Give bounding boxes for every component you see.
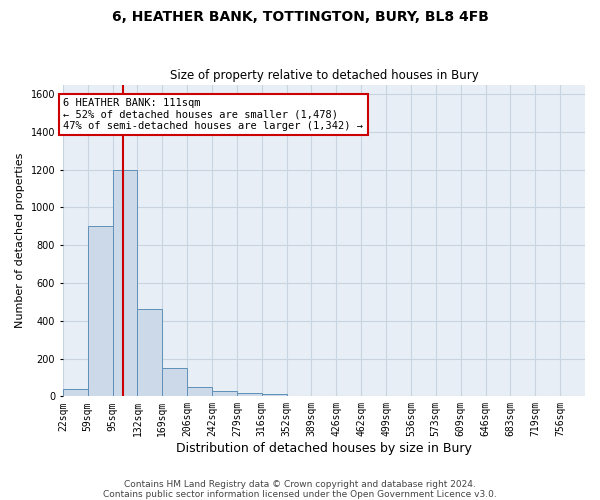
Bar [187, 387, 212, 396]
Bar [212, 390, 237, 396]
Bar [162, 368, 187, 396]
Y-axis label: Number of detached properties: Number of detached properties [15, 153, 25, 328]
Bar [262, 394, 287, 396]
Text: 6, HEATHER BANK, TOTTINGTON, BURY, BL8 4FB: 6, HEATHER BANK, TOTTINGTON, BURY, BL8 4… [112, 10, 488, 24]
X-axis label: Distribution of detached houses by size in Bury: Distribution of detached houses by size … [176, 442, 472, 455]
Bar [63, 389, 88, 396]
Bar [137, 310, 162, 396]
Title: Size of property relative to detached houses in Bury: Size of property relative to detached ho… [170, 69, 478, 82]
Text: Contains public sector information licensed under the Open Government Licence v3: Contains public sector information licen… [103, 490, 497, 499]
Bar [237, 394, 262, 396]
Text: 6 HEATHER BANK: 111sqm
← 52% of detached houses are smaller (1,478)
47% of semi-: 6 HEATHER BANK: 111sqm ← 52% of detached… [64, 98, 364, 131]
Text: Contains HM Land Registry data © Crown copyright and database right 2024.: Contains HM Land Registry data © Crown c… [124, 480, 476, 489]
Bar [113, 170, 137, 396]
Bar [88, 226, 113, 396]
